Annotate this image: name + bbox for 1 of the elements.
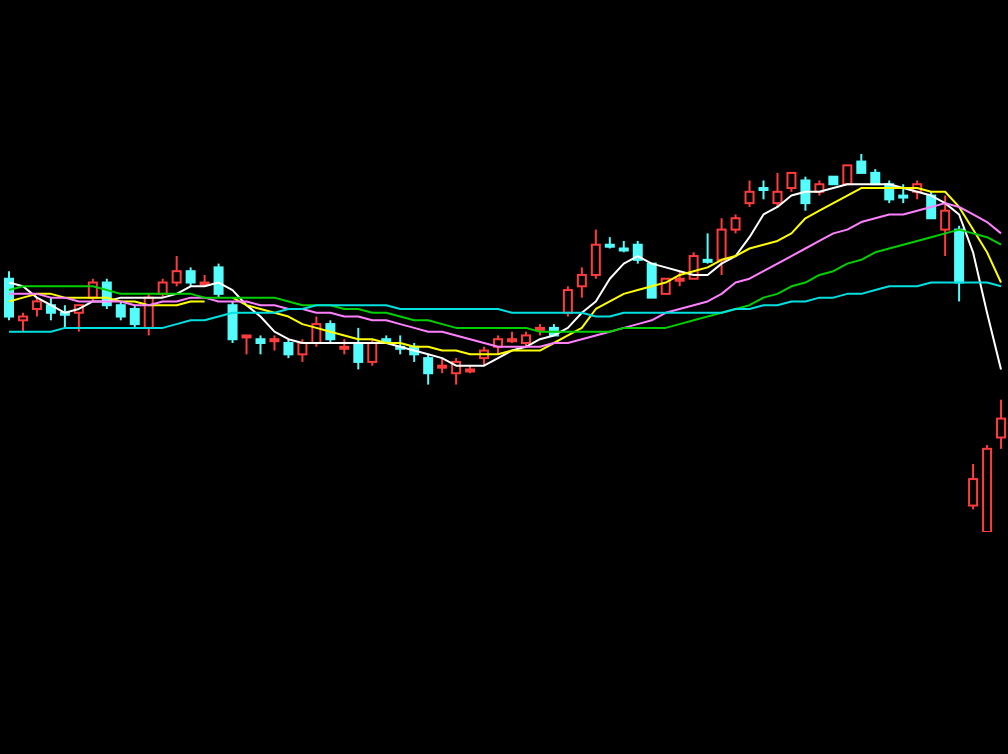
candlestick	[576, 266, 587, 299]
